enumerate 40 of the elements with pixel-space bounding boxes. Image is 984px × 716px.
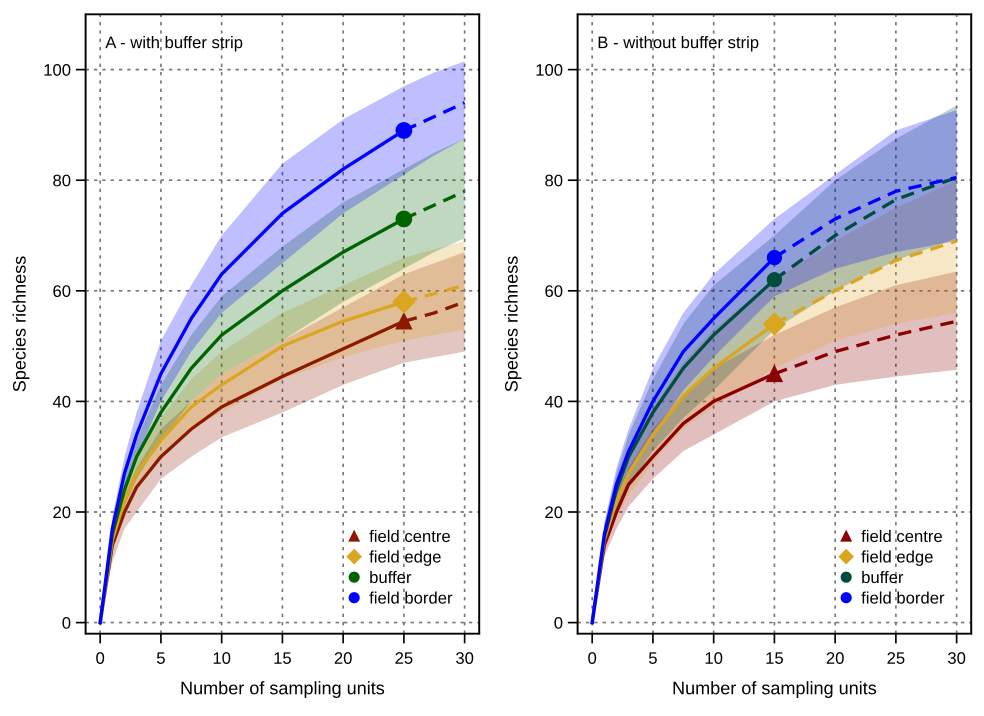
x-tick-label: 15 — [766, 652, 783, 664]
legend-label: field centre — [369, 530, 450, 542]
y-tick-label: 20 — [545, 506, 562, 518]
x-tick-label: 0 — [588, 652, 596, 664]
x-tick-label: 30 — [456, 652, 474, 664]
y-tick-label: 60 — [53, 285, 70, 298]
x-tick-label: 10 — [214, 652, 230, 664]
y-tick-label: 0 — [62, 617, 70, 629]
x-tick-label: 5 — [156, 652, 165, 664]
y-tick-label: 100 — [536, 64, 562, 76]
x-tick-label: 25 — [395, 652, 412, 664]
x-axis-title: Number of sampling units — [182, 681, 384, 698]
x-tick-label: 0 — [96, 652, 104, 664]
y-tick-label: 100 — [44, 64, 70, 76]
y-tick-label: 20 — [53, 506, 70, 518]
y-tick-label: 0 — [554, 617, 562, 629]
legend-label: field border — [369, 591, 452, 604]
text: A - with buffer strip — [105, 36, 242, 52]
text: B - without buffer strip — [598, 36, 758, 52]
legend-label: field edge — [369, 550, 441, 566]
x-tick-label: 30 — [948, 652, 966, 664]
legend-label: buffer — [370, 570, 412, 584]
y-tick-label: 80 — [545, 174, 562, 186]
legend-label: field centre — [861, 530, 942, 542]
y-axis-title: Species richness — [12, 256, 30, 392]
legend-label: field border — [861, 591, 944, 604]
y-tick-label: 60 — [545, 285, 562, 298]
y-tick-label: 40 — [544, 396, 562, 408]
x-tick-label: 20 — [826, 652, 844, 664]
legend-label: buffer — [862, 570, 904, 584]
x-tick-label: 15 — [274, 652, 291, 664]
x-tick-label: 25 — [887, 652, 904, 664]
x-tick-label: 20 — [334, 652, 352, 664]
x-tick-label: 5 — [648, 652, 657, 664]
y-axis-title: Species richness — [504, 256, 522, 392]
legend-label: field edge — [861, 550, 933, 566]
y-tick-label: 80 — [53, 174, 70, 186]
x-tick-label: 10 — [706, 652, 722, 664]
x-axis-title: Number of sampling units — [674, 681, 876, 698]
y-tick-label: 40 — [52, 396, 70, 408]
